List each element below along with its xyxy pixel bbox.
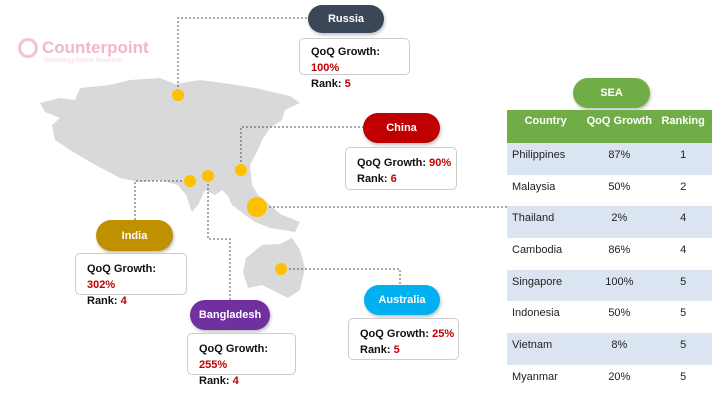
russia-pill: Russia: [308, 5, 384, 33]
rank-label: Rank:: [311, 78, 345, 90]
growth-value: 25%: [432, 328, 455, 340]
china-stats: QoQ Growth: 90% Rank: 6: [345, 147, 457, 190]
growth-label: QoQ Growth:: [199, 343, 269, 355]
country-cell: Philippines: [507, 143, 585, 175]
india-marker: [184, 175, 196, 187]
growth-value: 255%: [199, 359, 228, 371]
rank-label: Rank:: [87, 295, 121, 307]
rank-label: Rank:: [360, 344, 394, 356]
bangladesh-connector: [207, 176, 231, 300]
australia-stats: QoQ Growth: 25% Rank: 5: [348, 318, 459, 360]
country-cell: Singapore: [507, 269, 585, 302]
growth-cell: 20%: [608, 370, 631, 383]
bangladesh-stats: QoQ Growth: 255% Rank: 4: [187, 333, 296, 387]
growth-value: 100%: [311, 62, 340, 74]
ranking-cell: 1: [654, 143, 712, 175]
ranking-cell: 5: [680, 370, 687, 383]
china-marker: [235, 164, 247, 176]
growth-cell: 100%: [584, 269, 655, 302]
australia-landmass: [243, 238, 305, 298]
table-row: Thailand 2% 4: [507, 206, 712, 239]
ranking-cell: 2: [680, 180, 687, 193]
table-row: Indonesia 50% 5: [507, 301, 712, 333]
asia-landmass: [40, 78, 300, 232]
rank-value: 5: [344, 78, 351, 90]
country-cell: Vietnam: [507, 333, 585, 365]
india-pill: India: [96, 220, 173, 251]
country-cell: Indonesia: [512, 307, 560, 320]
india-connector: [134, 180, 190, 220]
growth-label: QoQ Growth:: [311, 46, 381, 58]
growth-cell: 87%: [584, 143, 655, 175]
australia-marker: [275, 263, 287, 275]
connector-lines: [134, 17, 507, 300]
growth-cell: 8%: [584, 333, 655, 365]
country-cell: Cambodia: [512, 244, 563, 257]
russia-stats: QoQ Growth: 100% Rank: 5: [299, 38, 410, 90]
table-row: Singapore 100% 5: [507, 269, 712, 302]
logo-tagline: Technology Market Research: [44, 58, 122, 64]
table-row: Cambodia 86% 4: [507, 238, 712, 270]
russia-marker: [172, 89, 184, 101]
country-cell: Malaysia: [512, 180, 556, 193]
china-pill: China: [363, 113, 440, 143]
ranking-cell: 5: [654, 333, 712, 365]
rank-value: 6: [390, 173, 397, 185]
rank-value: 5: [393, 344, 400, 356]
country-cell: Thailand: [507, 206, 585, 239]
ranking-cell: 5: [680, 307, 687, 320]
table-row: Myanmar 20% 5: [507, 365, 712, 397]
growth-value: 302%: [87, 279, 116, 291]
growth-label: QoQ Growth:: [360, 328, 433, 340]
rank-value: 4: [232, 375, 239, 387]
ranking-cell: 4: [654, 206, 712, 239]
rank-label: Rank:: [199, 375, 233, 387]
sea-pill: SEA: [573, 78, 650, 108]
growth-cell: 50%: [608, 307, 631, 320]
table-row: Vietnam 8% 5: [507, 333, 712, 365]
ranking-cell: 4: [680, 244, 687, 257]
header-growth: QoQ Growth: [584, 110, 655, 143]
table-row: Malaysia 50% 2: [507, 175, 712, 207]
china-connector: [240, 126, 363, 170]
australia-pill: Australia: [364, 285, 440, 315]
growth-label: QoQ Growth:: [357, 157, 430, 169]
growth-cell: 50%: [608, 180, 631, 193]
header-country: Country: [507, 110, 585, 143]
bangladesh-marker: [202, 170, 214, 182]
australia-connector: [281, 268, 401, 285]
rank-label: Rank:: [357, 173, 391, 185]
ranking-cell: 5: [654, 269, 712, 302]
header-ranking: Ranking: [654, 110, 712, 143]
counterpoint-logo: Counterpoint Technology Market Research: [18, 38, 149, 64]
logo-name: Counterpoint: [42, 38, 149, 57]
growth-value: 90%: [429, 157, 452, 169]
growth-cell: 2%: [584, 206, 655, 239]
india-stats: QoQ Growth: 302% Rank: 4: [75, 253, 187, 307]
growth-label: QoQ Growth:: [87, 263, 157, 275]
sea-table: Country QoQ Growth Ranking Philippines 87…: [507, 110, 712, 397]
sea-marker: [247, 197, 267, 217]
logo-mark-icon: [18, 38, 38, 58]
rank-value: 4: [120, 295, 127, 307]
russia-connector: [177, 17, 308, 95]
growth-cell: 86%: [608, 244, 631, 257]
country-cell: Myanmar: [512, 370, 558, 383]
table-row: Philippines 87% 1: [507, 143, 712, 175]
bangladesh-pill: Bangladesh: [190, 300, 270, 330]
